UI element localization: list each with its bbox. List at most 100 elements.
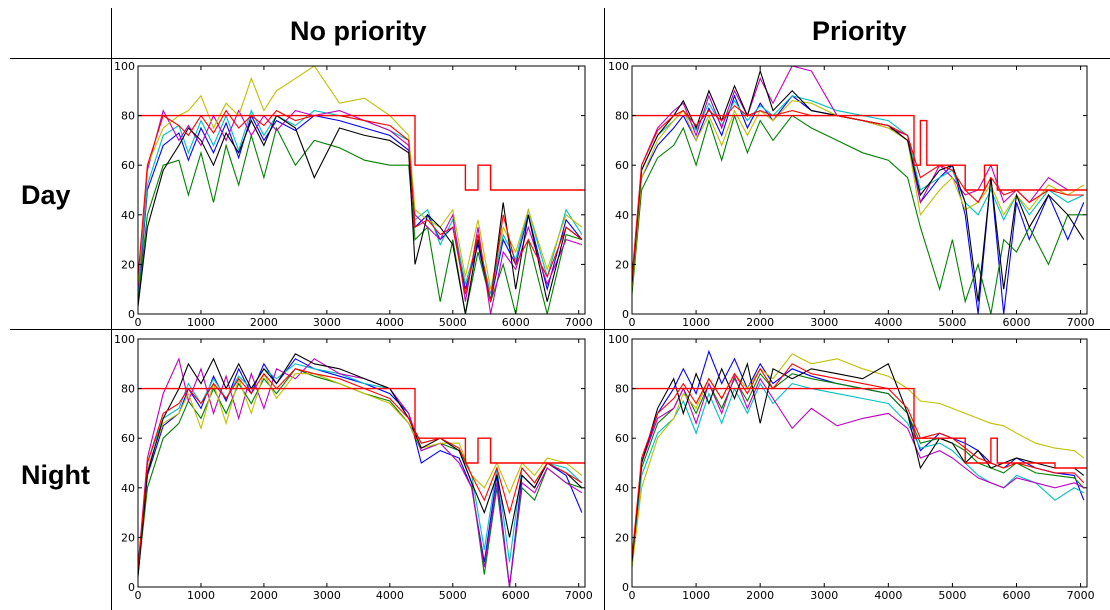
y-tick-label: 60	[121, 432, 135, 445]
series-line-2	[632, 372, 1085, 563]
x-tick-label: 5000	[439, 316, 467, 329]
series-line-7	[632, 363, 1085, 558]
x-tick-label: 0	[629, 316, 636, 329]
plot-frame	[137, 65, 586, 315]
y-tick-label: 0	[622, 581, 629, 594]
x-tick-label: 0	[135, 589, 142, 602]
y-tick-label: 60	[615, 432, 629, 445]
x-tick-label: 4000	[376, 589, 404, 602]
x-tick-label: 2000	[746, 589, 774, 602]
x-tick-label: 0	[629, 589, 636, 602]
y-tick-label: 80	[121, 110, 135, 123]
y-tick-label: 100	[114, 60, 135, 73]
series-line-4	[632, 66, 1084, 277]
x-tick-label: 1000	[682, 316, 710, 329]
plot-frame	[137, 338, 586, 588]
x-tick-label: 7000	[1067, 316, 1095, 329]
table-vertical-rule-middle	[604, 8, 605, 610]
series-line-2	[632, 113, 1084, 314]
x-tick-label: 4000	[874, 589, 902, 602]
y-tick-label: 0	[128, 581, 135, 594]
x-tick-label: 1000	[187, 316, 215, 329]
y-tick-label: 20	[121, 258, 135, 271]
y-tick-label: 20	[615, 531, 629, 544]
x-tick-label: 3000	[313, 589, 341, 602]
chart-night-priority: 0 1000 2000 3000 4000 5000 6000 7000 0 20 40 60 80 10…	[608, 333, 1095, 602]
column-header-no-priority: No priority	[290, 16, 427, 46]
target-step-line	[632, 114, 1087, 191]
y-tick-label: 100	[608, 60, 629, 73]
y-tick-label: 20	[121, 531, 135, 544]
row-header-day: Day	[21, 180, 71, 210]
x-tick-label: 6000	[1003, 316, 1031, 329]
y-tick-label: 20	[615, 258, 629, 271]
x-tick-label: 3000	[810, 316, 838, 329]
plot-frame	[631, 65, 1088, 315]
chart-day-no-priority: 0 1000 2000 3000 4000 5000 6000 7000 0 20 40 60 80 10…	[114, 60, 593, 329]
x-tick-label: 0	[135, 316, 142, 329]
x-tick-label: 7000	[1067, 589, 1095, 602]
series-line-2	[138, 126, 583, 314]
series-line-5	[138, 66, 583, 290]
y-tick-label: 40	[615, 209, 629, 222]
series-line-4	[138, 357, 583, 587]
series-line-6	[632, 69, 1085, 302]
series-line-4	[632, 374, 1085, 563]
y-tick-label: 60	[121, 159, 135, 172]
x-tick-label: 1000	[682, 589, 710, 602]
row-header-night: Night	[21, 460, 90, 490]
series-line-7	[138, 368, 583, 570]
chart-night-no-priority: 0 1000 2000 3000 4000 5000 6000 7000 0 20 40 60 80 10…	[114, 333, 593, 602]
column-header-priority: Priority	[812, 16, 907, 46]
x-tick-label: 4000	[874, 316, 902, 329]
table-horizontal-rule-middle	[10, 329, 1110, 330]
table-horizontal-rule-header	[10, 58, 1110, 59]
x-tick-label: 4000	[376, 316, 404, 329]
y-tick-label: 100	[114, 333, 135, 346]
x-tick-label: 7000	[565, 589, 593, 602]
series-line-1	[138, 114, 583, 302]
x-tick-label: 3000	[810, 589, 838, 602]
target-step-line	[138, 114, 585, 191]
y-tick-label: 80	[615, 110, 629, 123]
x-tick-label: 2000	[250, 589, 278, 602]
series-line-6	[138, 353, 583, 578]
x-tick-label: 6000	[502, 316, 530, 329]
y-tick-label: 40	[121, 209, 135, 222]
target-step-line	[138, 387, 585, 464]
series-line-6	[138, 114, 583, 314]
series-line-5	[632, 353, 1085, 568]
series-line-3	[632, 95, 1085, 285]
chart-day-priority: 0 1000 2000 3000 4000 5000 6000 7000 0 20 40 60 80 10…	[608, 60, 1095, 329]
x-tick-label: 1000	[187, 589, 215, 602]
plot-lines	[632, 66, 1087, 314]
table-vertical-rule-left	[111, 8, 112, 610]
plot-lines	[632, 349, 1087, 568]
x-tick-label: 5000	[938, 589, 966, 602]
series-line-1	[138, 358, 583, 587]
plot-lines	[138, 66, 585, 314]
y-tick-label: 40	[121, 482, 135, 495]
y-tick-label: 100	[608, 333, 629, 346]
y-tick-label: 0	[128, 308, 135, 321]
series-line-7	[138, 109, 583, 302]
x-tick-label: 2000	[746, 316, 774, 329]
y-tick-label: 80	[615, 383, 629, 396]
y-tick-label: 80	[121, 383, 135, 396]
x-tick-label: 6000	[1003, 589, 1031, 602]
x-tick-label: 6000	[502, 589, 530, 602]
target-step-line	[632, 387, 1087, 469]
x-tick-label: 5000	[439, 589, 467, 602]
x-tick-label: 2000	[250, 316, 278, 329]
series-line-7	[632, 104, 1084, 280]
y-tick-label: 60	[615, 159, 629, 172]
y-tick-label: 40	[615, 482, 629, 495]
plot-frame	[631, 338, 1088, 588]
plot-lines	[138, 353, 585, 587]
x-tick-label: 5000	[938, 316, 966, 329]
x-tick-label: 7000	[565, 316, 593, 329]
y-tick-label: 0	[622, 308, 629, 321]
x-tick-label: 3000	[313, 316, 341, 329]
series-line-1	[632, 94, 1085, 314]
